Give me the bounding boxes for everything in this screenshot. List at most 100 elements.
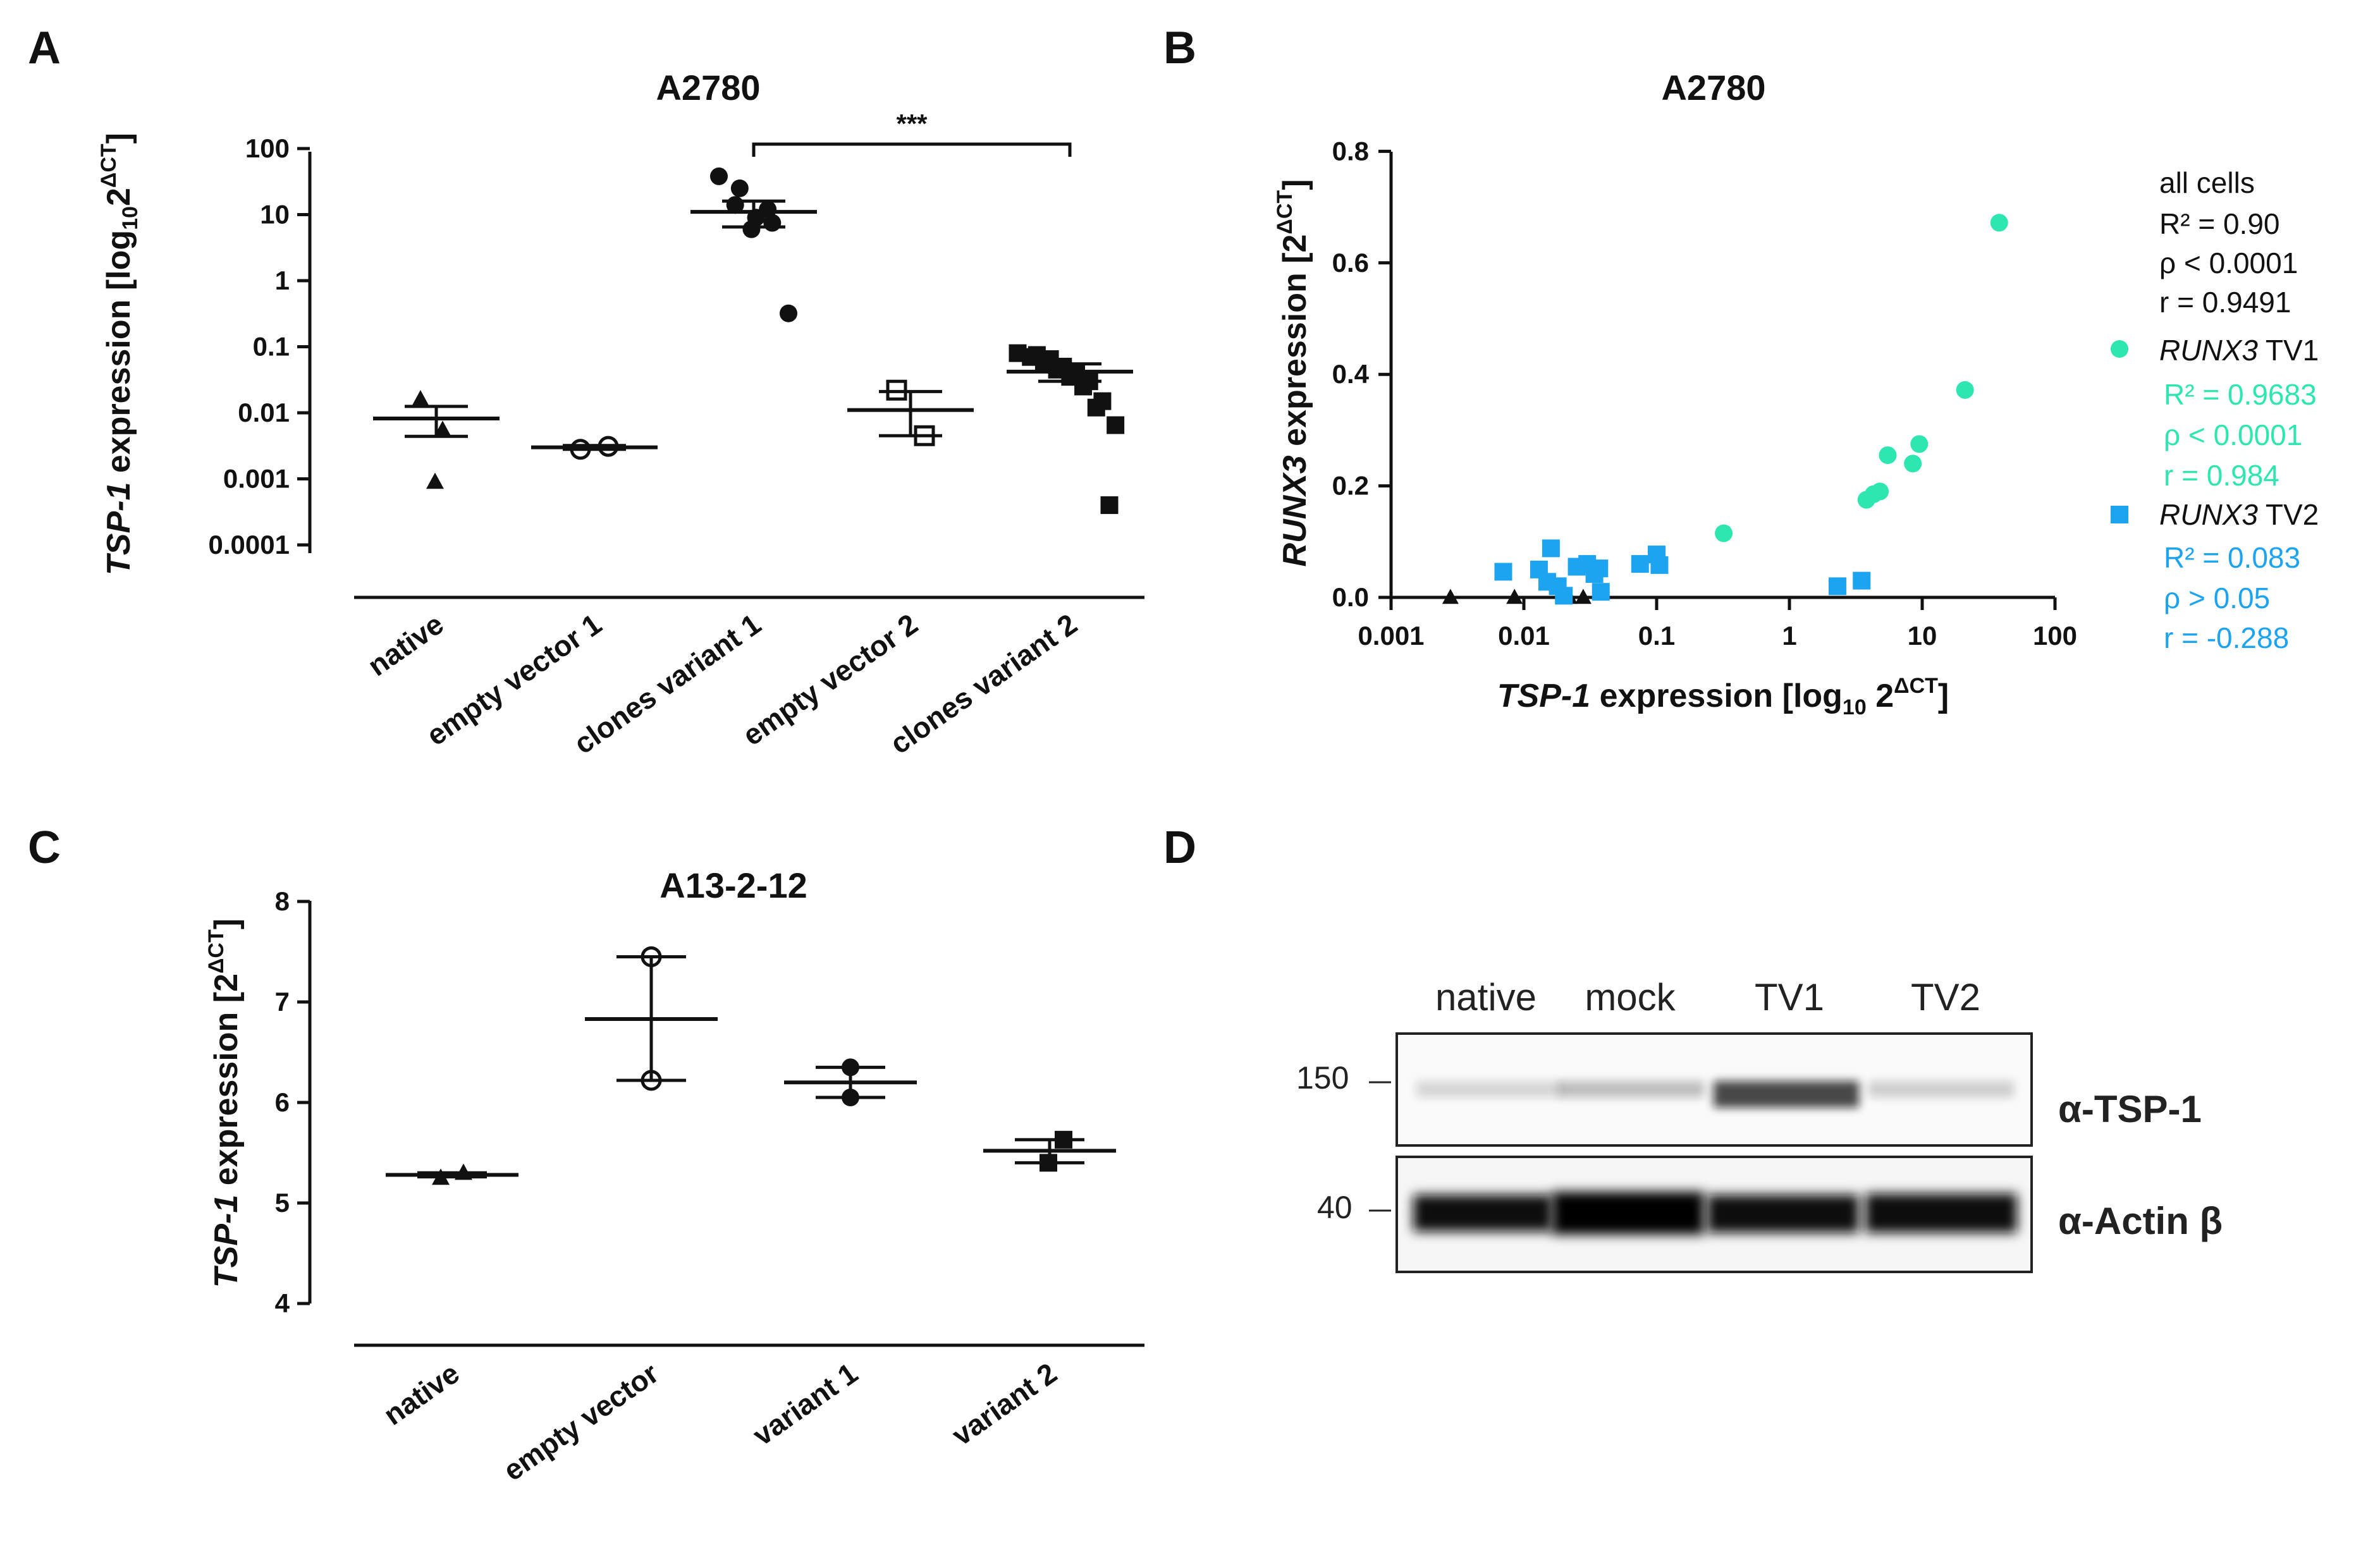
chart-b-y-tick-label: 0.0 [1332, 582, 1369, 612]
chart-c-y-label: TSP-1 expression [2ΔCT] [204, 919, 245, 1288]
legend-all-r2: R² = 0.90 [2159, 207, 2280, 240]
chart-a-y-ticks: 100 10 1 0.1 0.01 0.001 0.0001 [209, 133, 310, 559]
chart-b-point-runx3-tv2 [1853, 571, 1871, 590]
chart-a-point-clones-variant-1 [742, 220, 761, 238]
chart-a-point-clones-variant-1 [759, 200, 777, 219]
chart-b-y-label: RUNX3 expression [2ΔCT] [1273, 179, 1313, 566]
chart-b-y-tick-label: 0.6 [1332, 248, 1369, 278]
chart-a-y-tick-label: 0.0001 [209, 530, 290, 559]
chart-a-y-tick-label: 100 [245, 133, 290, 163]
chart-b-point-runx3-tv2 [1555, 587, 1573, 605]
chart-c-y-tick-label: 5 [275, 1188, 290, 1218]
wb-tsp1-band-mock [1559, 1081, 1704, 1097]
chart-b-point-native [1442, 589, 1459, 604]
legend-tv1-r2: R² = 0.9683 [2164, 378, 2317, 411]
wb-lane-tv2: TV2 [1911, 976, 1980, 1018]
chart-a-point-clones-variant-1 [780, 304, 797, 322]
legend-tv2-r2: R² = 0.083 [2164, 541, 2300, 574]
chart-b-point-runx3-tv1 [1956, 381, 1974, 399]
chart-c-x-label-native: native [377, 1357, 465, 1432]
chart-c-y-tick-label: 6 [275, 1087, 290, 1117]
chart-b-y-tick-label: 0.4 [1332, 359, 1370, 389]
wb-actin-band-tv1 [1707, 1195, 1859, 1233]
chart-b-point-native [1506, 589, 1523, 604]
legend-tv2-r: r = -0.288 [2164, 621, 2289, 654]
legend-all-r: r = 0.9491 [2159, 286, 2291, 319]
wb-marker-150: 150 [1296, 1060, 1349, 1096]
chart-b-x-tick-label: 10 [1908, 621, 1937, 650]
chart-a-point-clones-variant-1 [710, 167, 728, 185]
chart-b-y-ticks: 0.0 0.2 0.4 0.6 0.8 [1332, 136, 1391, 612]
chart-b-point-runx3-tv1 [1990, 214, 2008, 232]
chart-c-x-labels: native empty vector variant 1 variant 2 [377, 1357, 1063, 1487]
chart-a-significance-bracket [752, 142, 1072, 157]
chart-a-title: A2780 [656, 68, 760, 107]
chart-a-point-native [434, 420, 451, 437]
chart-b-legend: all cells R² = 0.90 ρ < 0.0001 r = 0.949… [2111, 166, 2319, 654]
chart-a-point-clones-variant-1 [730, 179, 749, 197]
wb-antibody-tsp1: α-TSP-1 [2058, 1088, 2202, 1130]
chart-c-marks [386, 946, 1116, 1185]
chart-b-point-runx3-tv1 [1910, 435, 1929, 453]
chart-a-point-clones-variant-2 [1100, 496, 1119, 515]
chart-a-x-label-native: native [362, 608, 450, 683]
legend-tv1-r: r = 0.984 [2164, 459, 2279, 492]
chart-b-point-native [1574, 589, 1592, 604]
chart-a-y-tick-label: 0.001 [223, 464, 290, 494]
wb-tsp1-band-tv1 [1714, 1081, 1859, 1108]
chart-a-point-native [426, 472, 444, 489]
chart-a-y-label: TSP-1 expression [log102ΔCT] [97, 133, 142, 575]
chart-b-x-tick-label: 100 [2033, 621, 2077, 650]
chart-b-point-runx3-tv2 [1494, 563, 1512, 581]
chart-c-y-ticks: 8 7 6 5 4 [275, 886, 310, 1318]
chart-b-point-runx3-tv2 [1650, 556, 1669, 574]
chart-a-y-tick-label: 0.01 [238, 398, 290, 427]
wb-marker-40: 40 [1317, 1190, 1353, 1225]
chart-b-point-runx3-tv2 [1631, 555, 1649, 573]
legend-tv1-label: RUNX3 TV1 [2159, 334, 2319, 367]
chart-b-point-runx3-tv1 [1715, 524, 1733, 542]
wb-lane-tv1: TV1 [1755, 976, 1824, 1018]
legend-tv2-marker [2111, 506, 2128, 523]
wb-actin-band-mock [1552, 1192, 1704, 1235]
chart-c-y-tick-label: 7 [275, 987, 290, 1017]
wb-lane-mock: mock [1585, 976, 1676, 1018]
chart-a-marks [373, 167, 1133, 515]
chart-b-y-tick-label: 0.8 [1332, 136, 1369, 166]
panel-a-chart: A2780 100 10 1 0.1 0.01 0.001 0.0001 nativeemp… [97, 68, 1144, 760]
chart-b-point-runx3-tv2 [1590, 559, 1609, 578]
chart-b-point-runx3-tv1 [1904, 455, 1922, 473]
wb-tsp1-band-native [1416, 1081, 1562, 1097]
chart-a-y-tick-label: 10 [260, 200, 290, 229]
legend-all-rho: ρ < 0.0001 [2159, 247, 2298, 279]
legend-tv2-label: RUNX3 TV2 [2159, 498, 2319, 531]
panel-label-c: C [28, 822, 61, 873]
legend-tv1-rho: ρ < 0.0001 [2164, 418, 2302, 451]
chart-a-y-tick-label: 1 [275, 266, 290, 295]
chart-c-title: A13-2-12 [659, 865, 807, 905]
panel-label-b: B [1163, 23, 1196, 73]
legend-tv2-rho: ρ > 0.05 [2164, 582, 2270, 614]
legend-all-title: all cells [2159, 166, 2255, 199]
chart-c-x-label-variant-2: variant 2 [946, 1357, 1063, 1452]
wb-actin-bands [1413, 1192, 2017, 1235]
chart-a-y-tick-label: 0.1 [253, 332, 290, 362]
chart-a-point-clones-variant-2 [1107, 416, 1125, 434]
chart-b-point-runx3-tv1 [1871, 482, 1889, 501]
chart-b-x-tick-label: 0.1 [1638, 621, 1675, 650]
chart-b-x-tick-label: 0.001 [1358, 621, 1424, 650]
chart-b-y-tick-label: 0.2 [1332, 471, 1369, 501]
chart-c-y-tick-label: 4 [275, 1288, 290, 1318]
legend-tv1-marker [2111, 340, 2128, 358]
chart-c-x-label-empty-vector: empty vector [497, 1357, 664, 1487]
wb-actin-band-tv2 [1865, 1194, 2017, 1233]
wb-actin-band-native [1413, 1195, 1552, 1231]
panel-label-d: D [1163, 822, 1196, 873]
panel-b-chart: A2780 0.0 0.2 0.4 0.6 0.8 0.001 0.01 0.1 1 10 100… [1273, 68, 2319, 719]
chart-b-point-runx3-tv2 [1592, 583, 1610, 601]
panel-c-chart: A13-2-12 8 7 6 5 4 native empty vector variant… [204, 865, 1144, 1487]
wb-tsp1-band-tv2 [1868, 1081, 2014, 1097]
chart-b-point-runx3-tv2 [1828, 577, 1846, 595]
